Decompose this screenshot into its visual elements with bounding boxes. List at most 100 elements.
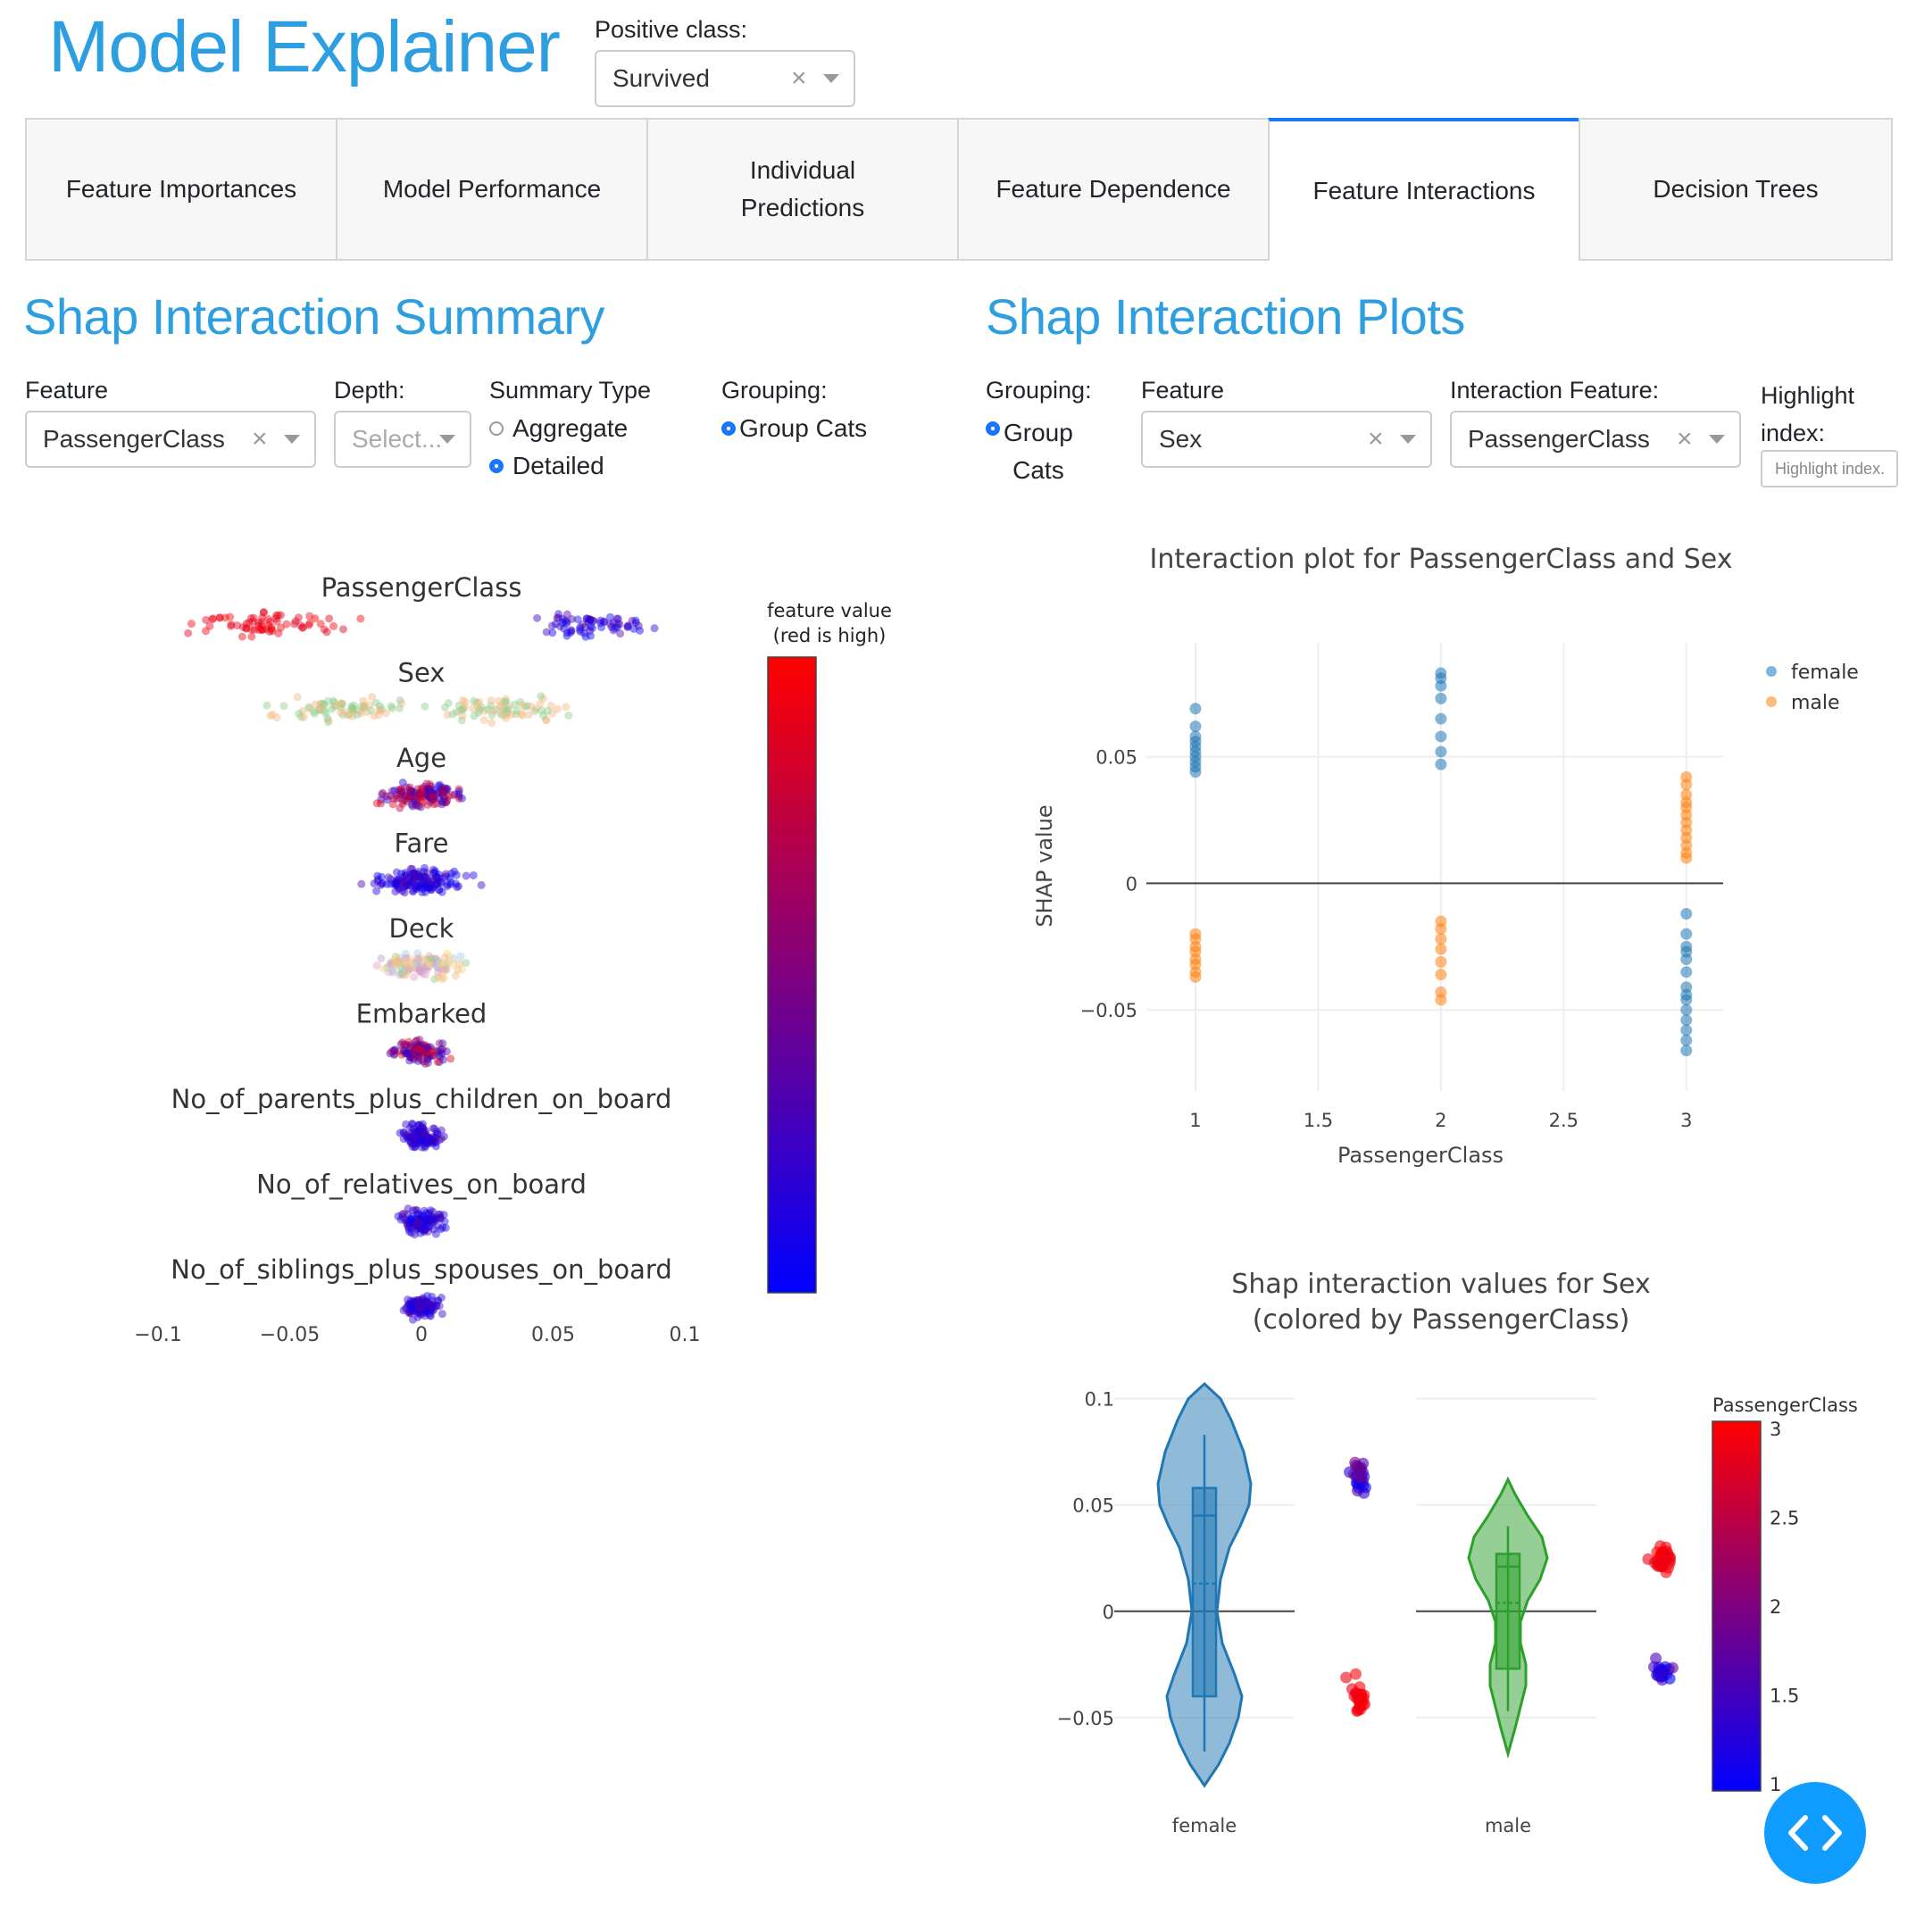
summary-point [422, 791, 431, 800]
summary-point [267, 623, 276, 632]
toggle-code-button[interactable] [1764, 1782, 1866, 1884]
summary-point [416, 787, 425, 796]
summary-x-tick: 0 [415, 1324, 428, 1346]
summary-point [536, 699, 545, 708]
summary-point [434, 972, 443, 981]
summary-point [423, 790, 432, 799]
chevron-down-icon[interactable] [1709, 435, 1725, 444]
summary-point [372, 887, 381, 895]
summary-point [397, 877, 406, 886]
summary-point [408, 1053, 417, 1062]
positive-class-select[interactable]: Survived × [595, 50, 855, 107]
chevron-down-icon[interactable] [1400, 435, 1416, 444]
summary-point [415, 1128, 424, 1137]
summary-point [392, 868, 401, 877]
summary-point [359, 696, 368, 705]
summary-point [504, 705, 512, 714]
summary-point [254, 619, 263, 628]
radio-plots-group-cats[interactable]: Group Cats [986, 414, 1073, 489]
summary-point [414, 1120, 423, 1129]
summary-point [421, 1128, 429, 1137]
summary-title: Shap Interaction Summary [23, 288, 604, 345]
summary-point [611, 624, 620, 633]
clear-icon[interactable]: × [791, 63, 807, 93]
interaction-feature-select[interactable]: PassengerClass × [1450, 411, 1741, 468]
summary-point [386, 960, 395, 969]
summary-point [422, 1132, 431, 1141]
summary-point [396, 785, 405, 794]
depth-label: Depth: [334, 377, 405, 404]
summary-point [433, 1057, 442, 1066]
summary-point [405, 960, 414, 969]
summary-row-label: PassengerClass [321, 572, 522, 603]
summary-point [443, 965, 452, 974]
highlight-index-input[interactable]: Highlight index. [1761, 450, 1898, 487]
summary-point [454, 785, 463, 794]
summary-point [427, 957, 436, 966]
summary-point [422, 873, 431, 882]
tab-individual-predictions[interactable]: Individual Predictions [646, 118, 959, 261]
summary-point [405, 965, 414, 974]
summary-point [423, 1051, 432, 1060]
tab-feature-dependence[interactable]: Feature Dependence [957, 118, 1270, 261]
summary-feature-select[interactable]: PassengerClass × [25, 411, 316, 468]
summary-point [421, 1304, 430, 1313]
summary-point [424, 954, 433, 963]
radio-aggregate[interactable]: Aggregate [489, 414, 628, 443]
tab-decision-trees[interactable]: Decision Trees [1579, 118, 1893, 261]
radio-detailed[interactable]: Detailed [489, 452, 604, 480]
summary-point [259, 608, 268, 617]
summary-point [406, 1052, 415, 1061]
summary-point [424, 1045, 433, 1054]
summary-point [411, 1143, 420, 1152]
summary-point [562, 629, 571, 637]
summary-point [428, 795, 437, 804]
summary-point [205, 621, 214, 630]
summary-point [422, 1298, 431, 1307]
summary-point [437, 800, 446, 809]
summary-point [418, 1143, 427, 1152]
chevron-down-icon[interactable] [823, 74, 839, 83]
tab-model-performance[interactable]: Model Performance [336, 118, 648, 261]
scatter-legend[interactable]: female male [1766, 662, 1859, 714]
summary-point [398, 878, 407, 887]
summary-point [414, 1300, 423, 1309]
clear-icon[interactable]: × [252, 424, 268, 454]
summary-point [422, 779, 431, 788]
summary-point [477, 880, 486, 889]
depth-select[interactable]: Select... [334, 411, 471, 468]
summary-point [405, 1215, 414, 1224]
summary-point [396, 787, 404, 795]
scatter-point-female [1189, 766, 1202, 779]
tab-label: Decision Trees [1653, 175, 1819, 203]
summary-point [424, 1227, 433, 1236]
summary-point [250, 625, 259, 634]
summary-point [436, 1210, 445, 1219]
summary-point [406, 880, 415, 889]
summary-point [484, 705, 493, 714]
clear-icon[interactable]: × [1368, 424, 1384, 454]
summary-point [412, 1220, 421, 1228]
chevron-down-icon[interactable] [284, 435, 300, 444]
summary-point [414, 1126, 423, 1135]
radio-group-cats[interactable]: Group Cats [721, 414, 867, 443]
summary-point [262, 701, 271, 710]
summary-point [370, 879, 379, 888]
tab-feature-importances[interactable]: Feature Importances [25, 118, 337, 261]
plots-feature-select[interactable]: Sex × [1141, 411, 1432, 468]
summary-point [438, 970, 447, 978]
summary-point [422, 879, 431, 888]
summary-point [421, 1127, 430, 1136]
summary-point [349, 704, 358, 713]
summary-point [412, 801, 421, 810]
chevron-down-icon[interactable] [439, 435, 455, 444]
tab-feature-interactions[interactable]: Feature Interactions [1268, 118, 1580, 261]
summary-point [438, 1223, 447, 1232]
summary-point [596, 616, 605, 625]
summary-point [480, 706, 489, 715]
summary-point [411, 882, 420, 891]
summary-point [413, 1210, 422, 1219]
clear-icon[interactable]: × [1677, 424, 1693, 454]
radio-label: Group Cats [739, 414, 868, 442]
summary-point [502, 697, 511, 706]
